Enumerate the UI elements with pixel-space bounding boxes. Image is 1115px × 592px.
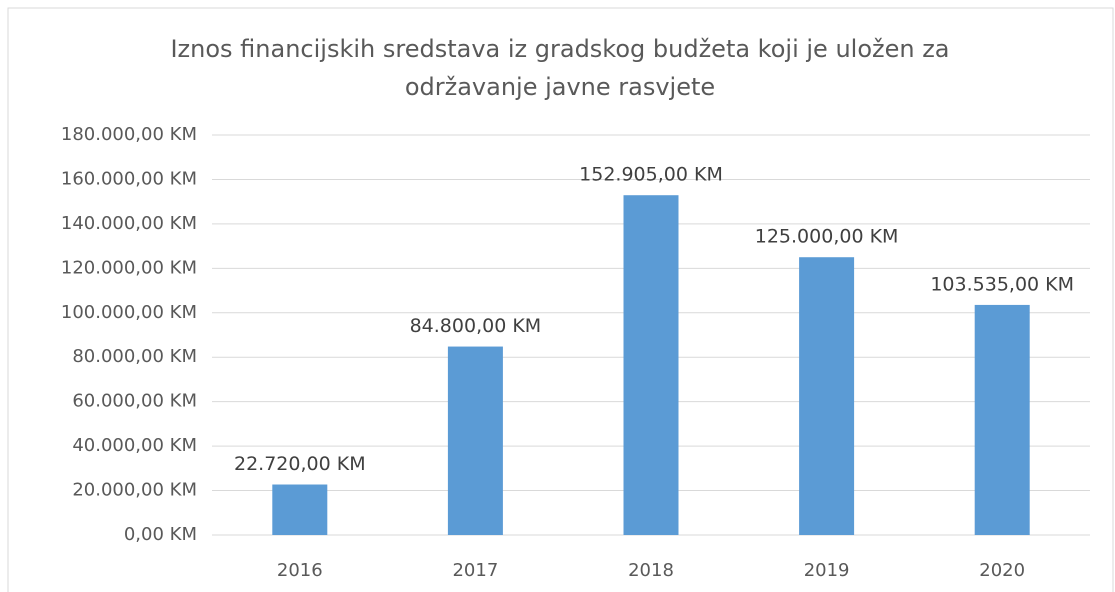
x-tick-label: 2020 [979, 560, 1025, 581]
data-label: 103.535,00 KM [930, 273, 1074, 295]
bar [623, 195, 679, 535]
x-tick-label: 2017 [452, 560, 498, 581]
x-tick-label: 2018 [628, 560, 674, 581]
y-tick-label: 40.000,00 KM [72, 435, 197, 456]
chart-border [7, 7, 1114, 592]
x-tick-label: 2016 [277, 560, 323, 581]
y-tick-label: 80.000,00 KM [72, 346, 197, 367]
data-label: 152.905,00 KM [579, 164, 723, 186]
y-tick-label: 140.000,00 KM [61, 213, 197, 234]
y-tick-label: 20.000,00 KM [72, 480, 197, 501]
bar [799, 257, 855, 535]
y-tick-label: 120.000,00 KM [61, 257, 197, 278]
x-tick-label: 2019 [804, 560, 850, 581]
bar [447, 346, 503, 535]
data-label: 125.000,00 KM [755, 226, 899, 248]
bar [272, 484, 328, 535]
bar [974, 304, 1030, 535]
data-label: 22.720,00 KM [234, 453, 366, 475]
y-tick-label: 60.000,00 KM [72, 391, 197, 412]
y-tick-label: 160.000,00 KM [61, 168, 197, 189]
y-tick-label: 180.000,00 KM [61, 124, 197, 145]
y-tick-label: 0,00 KM [124, 524, 197, 545]
data-label: 84.800,00 KM [410, 315, 542, 337]
chart-title: Iznos financijskih sredstava iz gradskog… [170, 35, 950, 101]
y-tick-label: 100.000,00 KM [61, 302, 197, 323]
